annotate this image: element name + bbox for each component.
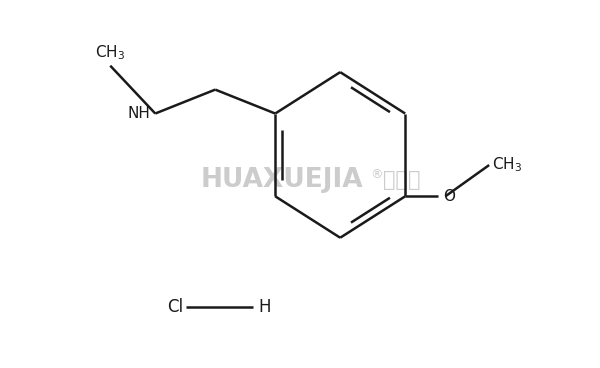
Text: CH$_3$: CH$_3$ xyxy=(492,156,522,174)
Text: CH$_3$: CH$_3$ xyxy=(95,43,125,62)
Text: ®: ® xyxy=(370,168,383,181)
Text: Cl: Cl xyxy=(167,298,183,316)
Text: NH: NH xyxy=(128,106,151,121)
Text: HUAXUEJIA: HUAXUEJIA xyxy=(201,167,364,193)
Text: 化学加: 化学加 xyxy=(383,170,420,190)
Text: H: H xyxy=(258,298,271,316)
Text: O: O xyxy=(443,189,455,204)
